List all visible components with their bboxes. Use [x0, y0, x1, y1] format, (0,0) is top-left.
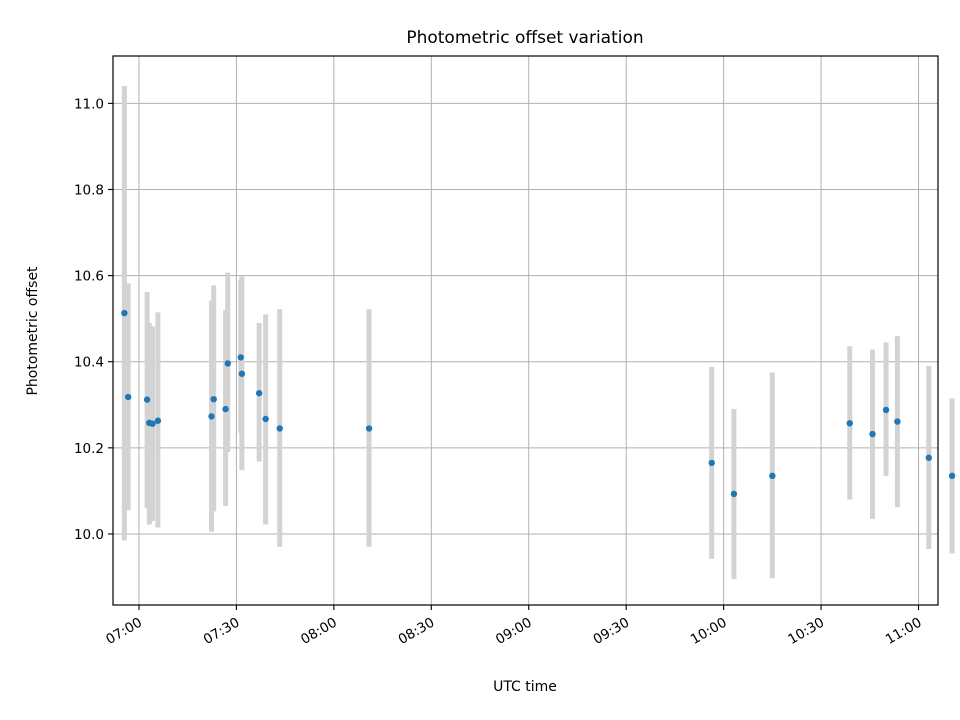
data-point — [237, 354, 244, 361]
data-point — [948, 472, 956, 480]
data-point — [143, 396, 151, 403]
data-point — [365, 425, 373, 432]
grid-lines — [113, 56, 938, 605]
y-axis-label: Photometric offset — [25, 266, 41, 396]
y-tick-label: 10.6 — [74, 269, 104, 285]
y-tick-label: 10.0 — [74, 527, 104, 543]
data-point — [846, 420, 853, 427]
data-point — [210, 395, 217, 403]
data-point — [769, 472, 776, 480]
data-point — [882, 406, 890, 414]
plot-frame — [112, 55, 939, 606]
data-point — [869, 430, 876, 438]
data-points — [121, 309, 956, 498]
data-point — [124, 393, 132, 401]
x-axis-label: UTC time — [493, 679, 557, 695]
data-point — [255, 389, 263, 397]
data-point — [276, 425, 283, 432]
chart-title: Photometric offset variation — [406, 28, 643, 48]
data-point — [149, 420, 156, 427]
data-point — [238, 370, 246, 377]
data-point — [925, 454, 932, 461]
data-point — [894, 418, 901, 425]
data-point — [208, 413, 215, 420]
y-tick-label: 10.2 — [74, 441, 104, 457]
data-point — [154, 417, 162, 424]
data-point — [708, 459, 715, 467]
data-point — [224, 360, 231, 367]
data-point — [262, 415, 269, 423]
data-point — [730, 490, 738, 498]
y-tick-label: 10.4 — [74, 355, 104, 371]
data-point — [222, 405, 229, 413]
y-tick-label: 11.0 — [74, 96, 104, 112]
data-point — [121, 309, 128, 317]
y-tick-label: 10.8 — [74, 182, 104, 198]
